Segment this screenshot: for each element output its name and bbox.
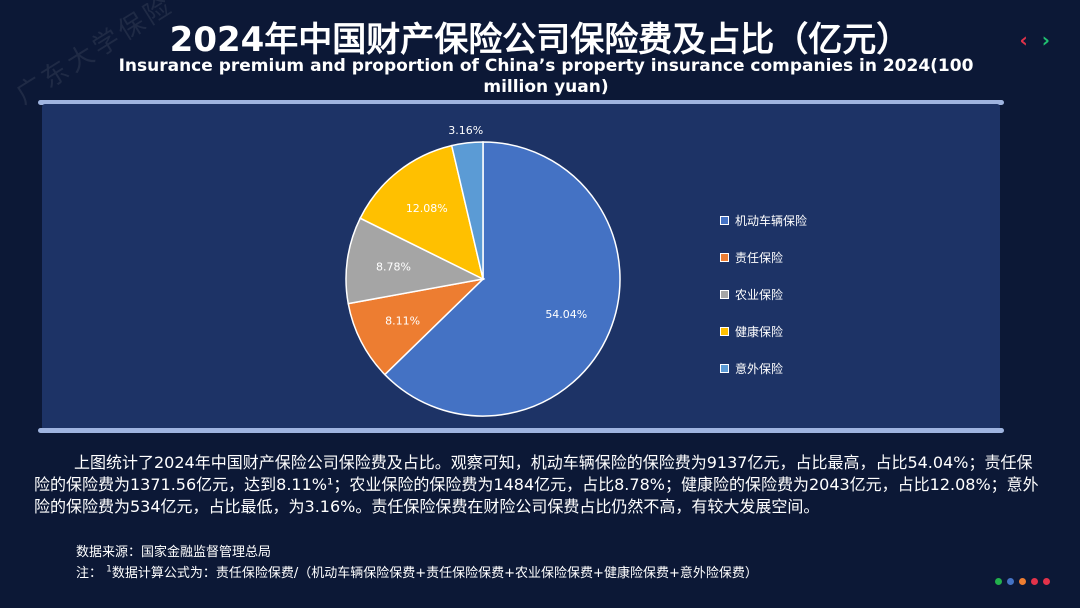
pie-label-5: 3.16% bbox=[448, 124, 483, 137]
pie-chart: 54.04% 8.11% 8.78% 12.08% 3.16% bbox=[345, 124, 621, 417]
panel-bottom-border bbox=[38, 428, 1004, 433]
prev-slide-button[interactable]: ‹ bbox=[1019, 28, 1028, 52]
legend-item-3: 农业保险 bbox=[720, 276, 807, 313]
legend-swatch bbox=[720, 364, 729, 373]
description-text: 上图统计了2024年中国财产保险公司保险费及占比。观察可知，机动车辆保险的保险费… bbox=[34, 453, 1039, 516]
page-dots bbox=[995, 578, 1050, 585]
footnote-prefix: 注： bbox=[76, 566, 103, 581]
page-dot-1[interactable] bbox=[995, 578, 1002, 585]
footnote: 注： 1数据计算公式为：责任保险保费/（机动车辆保险保费+责任保险保费+农业保险… bbox=[76, 562, 758, 581]
legend-item-2: 责任保险 bbox=[720, 239, 807, 276]
legend-item-5: 意外保险 bbox=[720, 350, 807, 387]
legend-swatch bbox=[720, 290, 729, 299]
legend-swatch bbox=[720, 327, 729, 336]
page-dot-3[interactable] bbox=[1019, 578, 1026, 585]
legend-item-1: 机动车辆保险 bbox=[720, 202, 807, 239]
slide-nav: ‹ › bbox=[1020, 28, 1051, 52]
chart-legend: 机动车辆保险 责任保险农业保险健康保险意外保险 bbox=[720, 202, 807, 387]
pie-slice-4 bbox=[359, 144, 485, 281]
page-dot-5[interactable] bbox=[1043, 578, 1050, 585]
legend-label: 机动车辆保险 bbox=[735, 214, 808, 228]
legend-label: 责任保险 bbox=[735, 251, 784, 265]
panel-top-border bbox=[38, 100, 1004, 105]
pie-label-2: 8.11% bbox=[385, 314, 420, 327]
next-slide-button[interactable]: › bbox=[1041, 28, 1050, 52]
pie-label-4: 12.08% bbox=[406, 202, 448, 215]
legend-swatch bbox=[720, 216, 729, 225]
pie-label-3: 8.78% bbox=[376, 260, 411, 273]
chart-panel: 54.04% 8.11% 8.78% 12.08% 3.16% 机动车辆保险 责任保险农业… bbox=[42, 104, 1000, 430]
page-dot-4[interactable] bbox=[1031, 578, 1038, 585]
legend-label: 意外保险 bbox=[735, 362, 784, 376]
pie-slice-2 bbox=[347, 277, 486, 376]
pie-slice-5 bbox=[450, 141, 484, 280]
legend-item-4: 健康保险 bbox=[720, 313, 807, 350]
legend-label: 健康保险 bbox=[735, 325, 784, 339]
page-dot-2[interactable] bbox=[1007, 578, 1014, 585]
data-source: 数据来源：国家金融监督管理总局 bbox=[76, 545, 272, 560]
legend-swatch bbox=[720, 253, 729, 262]
pie-slice-3 bbox=[345, 217, 486, 305]
footnote-text: 数据计算公式为：责任保险保费/（机动车辆保险保费+责任保险保费+农业保险保费+健… bbox=[111, 566, 758, 581]
pie-label-1: 54.04% bbox=[545, 308, 587, 321]
pie-slice-1 bbox=[383, 141, 621, 417]
legend-label: 农业保险 bbox=[735, 288, 784, 302]
page-subtitle: Insurance premium and proportion of Chin… bbox=[118, 56, 974, 97]
footnote-marker: 1 bbox=[106, 564, 112, 575]
page-title: 2024年中国财产保险公司保险费及占比（亿元） bbox=[169, 20, 911, 60]
